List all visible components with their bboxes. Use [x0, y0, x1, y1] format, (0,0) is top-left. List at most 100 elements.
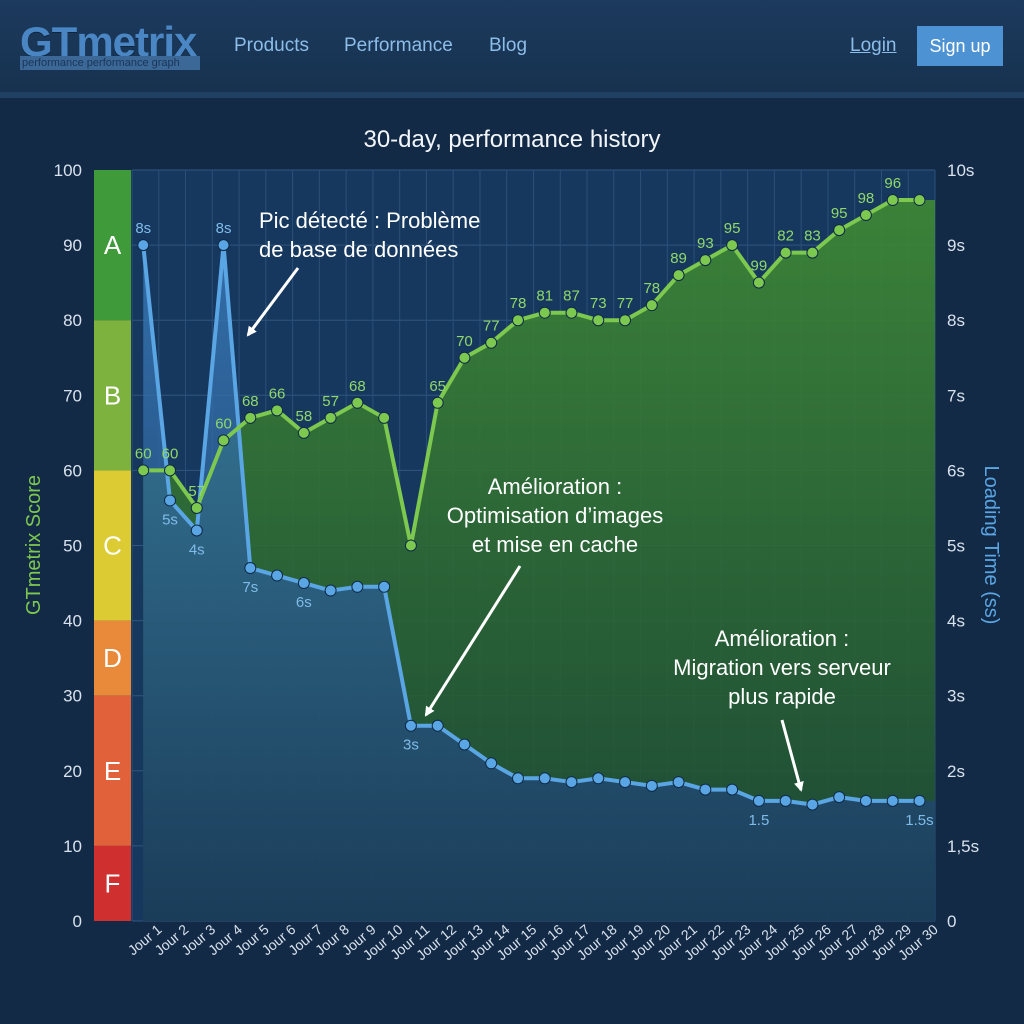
time-data-label: 8s	[216, 220, 232, 237]
score-point	[806, 246, 819, 259]
loading-time-point	[672, 776, 685, 789]
score-point	[217, 434, 230, 447]
score-data-label: 58	[295, 408, 312, 425]
score-point	[351, 396, 364, 409]
y-left-tick-label: 0	[73, 912, 82, 931]
y-left-tick-label: 30	[63, 687, 82, 706]
loading-time-point	[137, 239, 150, 252]
y-right-tick-label: 8s	[947, 311, 965, 330]
y-left-tick-label: 20	[63, 762, 82, 781]
score-point	[538, 306, 551, 319]
score-point	[458, 351, 471, 364]
loading-time-point	[458, 738, 471, 751]
score-point	[699, 254, 712, 267]
loading-time-point	[164, 494, 177, 507]
score-data-label: 93	[697, 235, 714, 252]
y-right-tick-label: 5s	[947, 537, 965, 556]
score-point	[511, 314, 524, 327]
loading-time-point	[297, 577, 310, 590]
score-data-label: 95	[831, 205, 848, 222]
score-data-label: 57	[322, 393, 339, 410]
loading-time-point	[699, 783, 712, 796]
score-point	[833, 224, 846, 237]
score-point	[672, 269, 685, 282]
loading-time-point	[431, 719, 444, 732]
score-data-label: 66	[269, 385, 286, 402]
grade-band-f	[94, 845, 131, 921]
grade-label-c: C	[103, 531, 122, 561]
score-data-label: 78	[510, 295, 527, 312]
loading-time-point	[779, 794, 792, 807]
loading-time-point	[645, 779, 658, 792]
score-point	[164, 464, 177, 477]
score-point	[404, 539, 417, 552]
y-left-tick-label: 60	[63, 461, 82, 480]
y-left-axis-title: GTmetrix Score	[23, 475, 45, 615]
grade-label-e: E	[104, 756, 121, 786]
score-point	[913, 194, 926, 207]
y-right-tick-label: 3s	[947, 687, 965, 706]
y-right-tick-label: 7s	[947, 386, 965, 405]
grade-band-a	[94, 170, 131, 321]
loading-time-point	[538, 772, 551, 785]
nav-link-performance[interactable]: Performance	[344, 35, 453, 56]
score-data-label: 60	[162, 445, 179, 462]
score-data-label: 68	[349, 378, 366, 395]
chart-title: 30-day, performance history	[363, 126, 661, 153]
score-data-label: 57	[188, 483, 205, 500]
y-right-tick-label: 6s	[947, 461, 965, 480]
score-point	[645, 299, 658, 312]
y-right-tick-label: 1,5s	[947, 837, 979, 856]
logo-tagline: performance performance graph	[20, 56, 200, 70]
score-point	[565, 306, 578, 319]
grade-band-d	[94, 620, 131, 696]
score-data-label: 77	[617, 295, 634, 312]
loading-time-point	[833, 791, 846, 804]
score-data-label: 87	[563, 288, 580, 305]
time-area	[143, 245, 935, 922]
annotation-image-optimisation: Amélioration : Optimisation d’images et …	[446, 474, 664, 557]
y-right-tick-label: 4s	[947, 612, 965, 631]
grade-label-b: B	[104, 380, 121, 410]
score-point	[752, 276, 765, 289]
score-data-label: 70	[456, 333, 473, 350]
y-left-tick-label: 40	[63, 612, 82, 631]
nav-link-blog[interactable]: Blog	[489, 35, 528, 56]
time-data-label: 4s	[189, 541, 205, 558]
score-data-label: 96	[884, 175, 901, 192]
loading-time-point	[378, 580, 391, 593]
loading-time-point	[511, 772, 524, 785]
loading-time-point	[859, 794, 872, 807]
time-data-label: 8s	[135, 220, 151, 237]
score-point	[726, 239, 739, 252]
score-data-label: 77	[483, 318, 500, 335]
time-data-label: 5s	[162, 511, 178, 528]
grade-label-f: F	[105, 868, 121, 898]
score-data-label: 65	[429, 378, 446, 395]
loading-time-point	[271, 569, 284, 582]
score-point	[137, 464, 150, 477]
loading-time-point	[913, 794, 926, 807]
score-point	[324, 411, 337, 424]
loading-time-point	[217, 239, 230, 252]
score-data-label: 82	[777, 228, 794, 245]
grade-label-d: D	[103, 643, 122, 673]
nav-link-products[interactable]: Products	[234, 35, 309, 56]
score-data-label: 95	[724, 220, 741, 237]
score-point	[592, 314, 605, 327]
score-point	[190, 501, 203, 514]
score-data-label: 60	[135, 445, 152, 462]
y-right-axis-title: Loading Time (ss)	[980, 466, 1002, 625]
score-data-label: 89	[670, 250, 687, 267]
score-point	[485, 336, 498, 349]
login-link[interactable]: Login	[850, 35, 897, 56]
y-left-tick-label: 10	[63, 837, 82, 856]
score-point	[431, 396, 444, 409]
score-point	[859, 209, 872, 222]
y-left-tick-label: 90	[63, 236, 82, 255]
annotation-arrow-server-migration	[780, 719, 804, 792]
top-nav: GTmetrix performance performance graph P…	[0, 0, 1024, 98]
score-point	[271, 404, 284, 417]
sign-up-button[interactable]: Sign up	[917, 26, 1003, 66]
loading-time-point	[806, 798, 819, 811]
